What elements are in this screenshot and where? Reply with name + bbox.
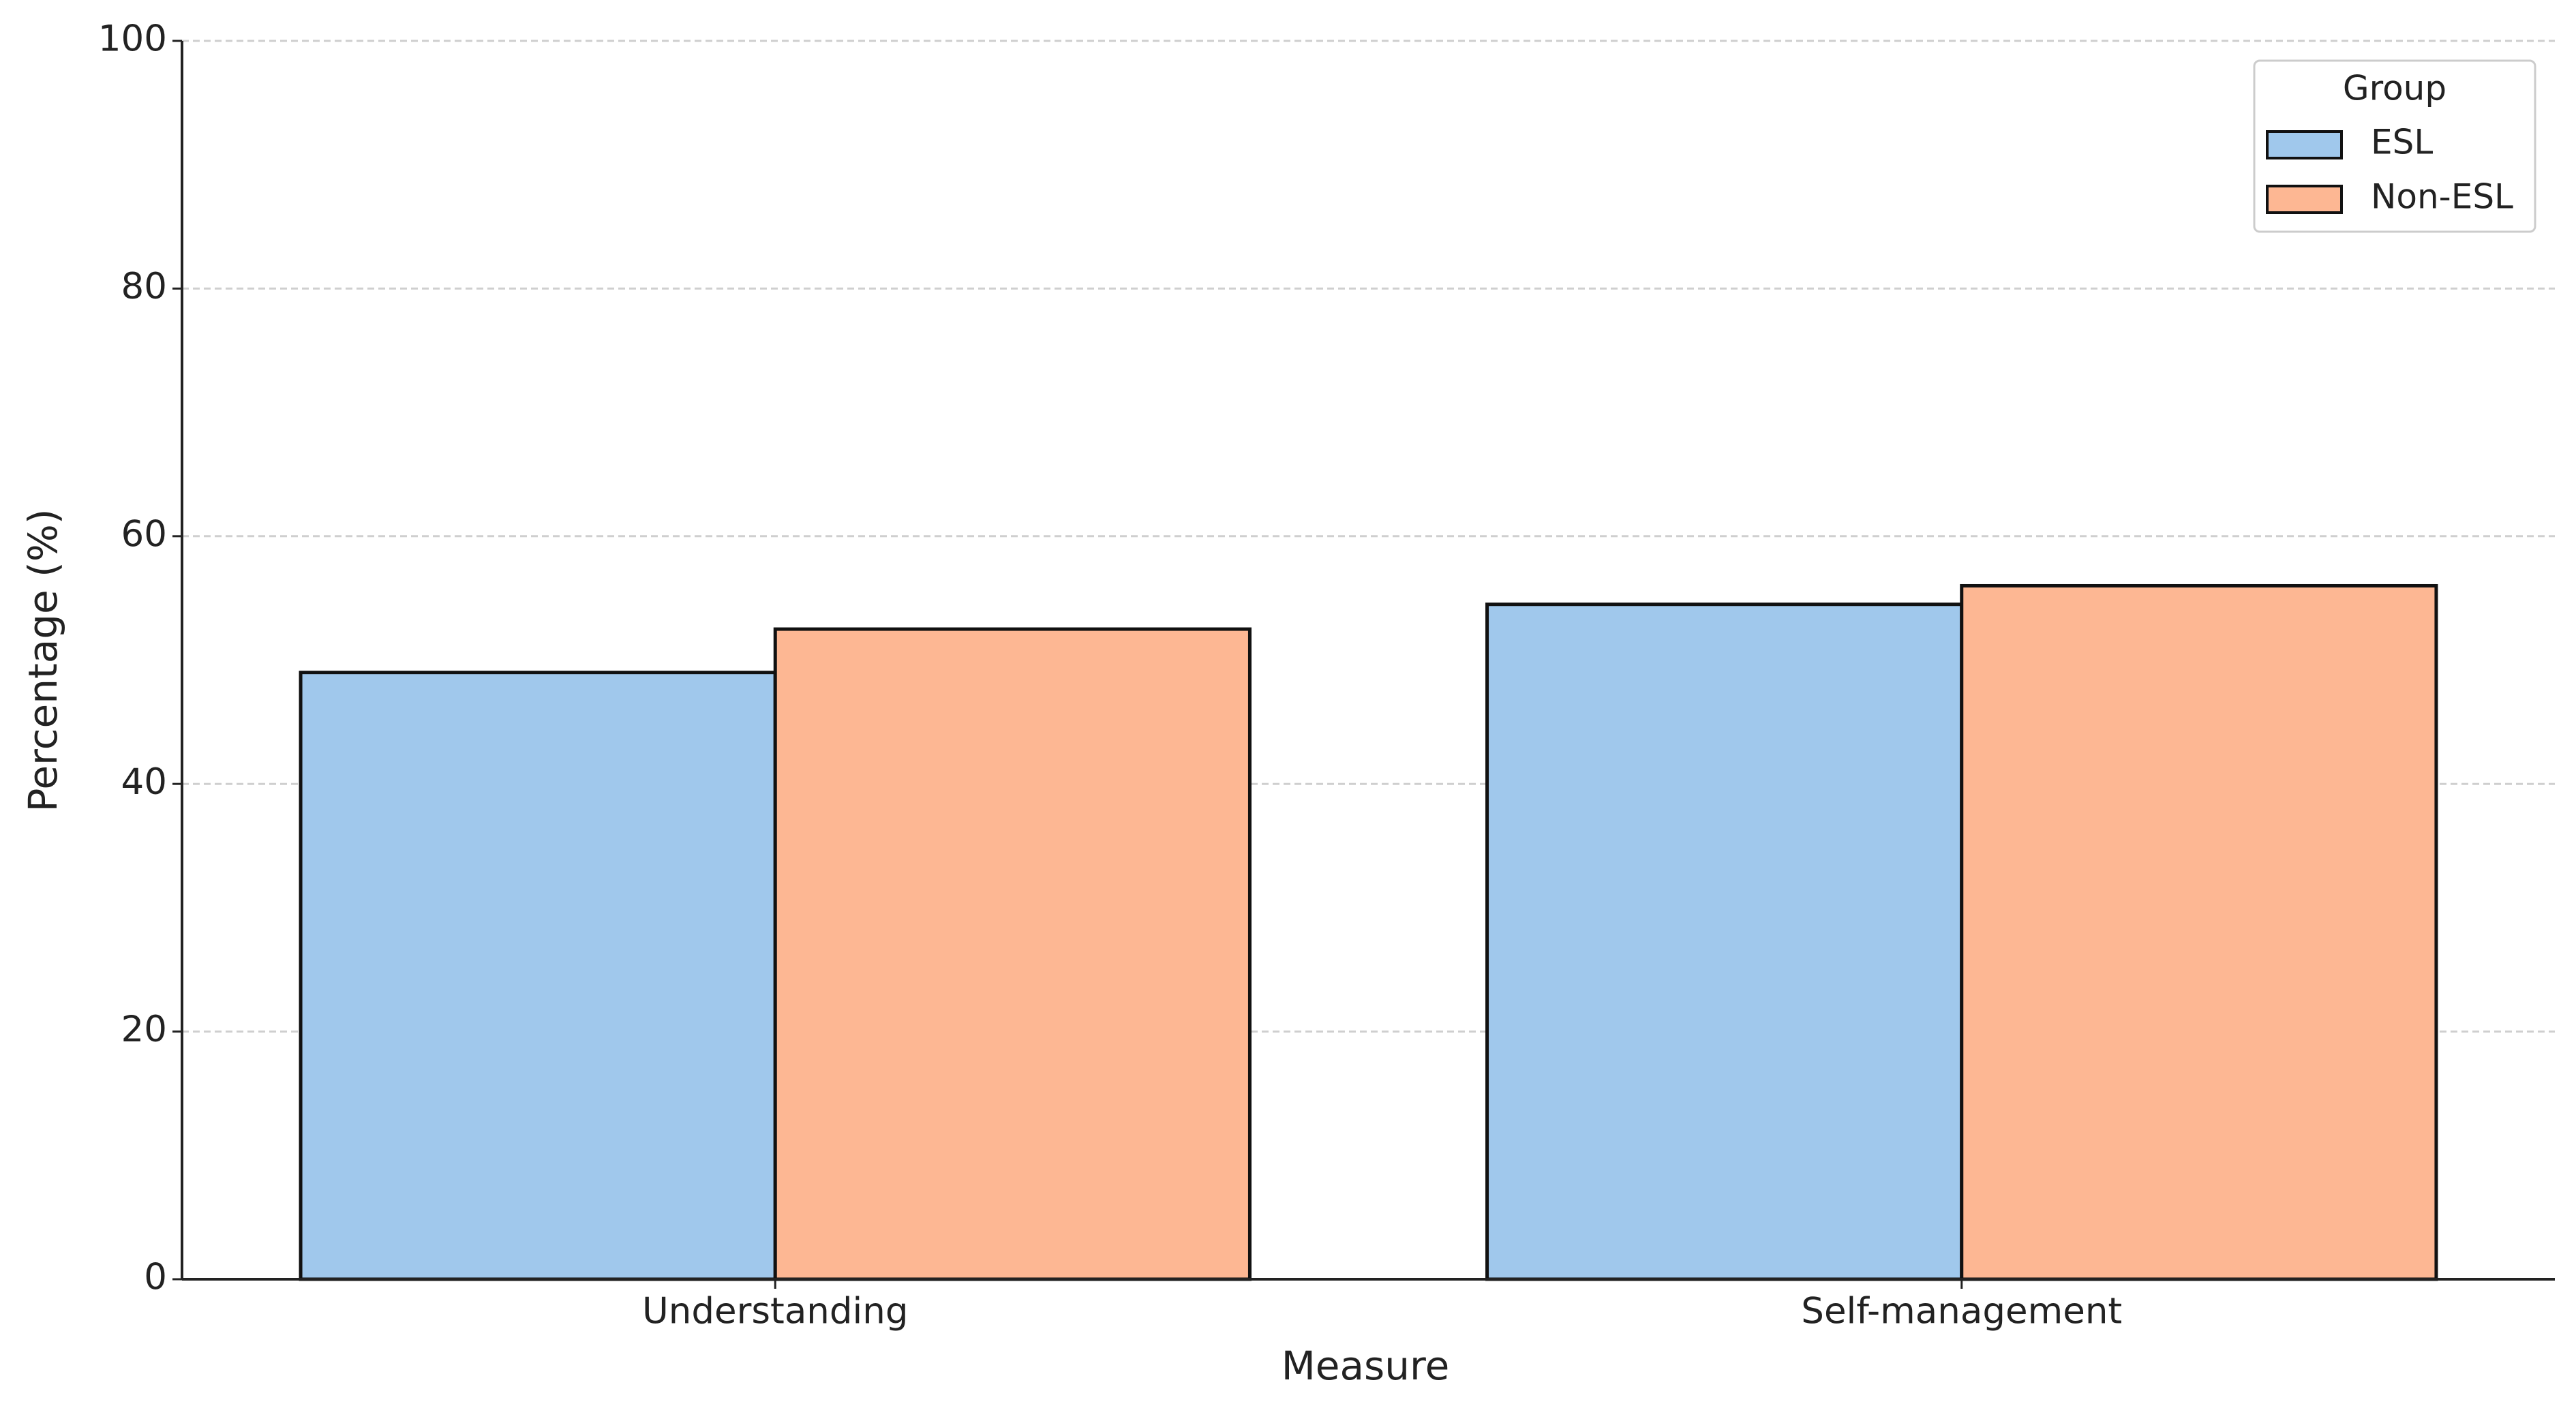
y-tick-label: 20 bbox=[121, 1009, 167, 1050]
y-tick-label: 100 bbox=[98, 18, 167, 60]
x-axis-label: Measure bbox=[1282, 1343, 1450, 1389]
y-tick-label: 0 bbox=[144, 1257, 167, 1298]
legend-title: Group bbox=[2343, 69, 2446, 108]
bar bbox=[773, 627, 1252, 1281]
bar bbox=[1960, 583, 2438, 1281]
x-tick-label: Self-management bbox=[1801, 1291, 2122, 1332]
legend-swatch bbox=[2266, 185, 2343, 214]
x-tick-label: Understanding bbox=[642, 1291, 909, 1332]
legend-label: ESL bbox=[2371, 123, 2433, 162]
y-tick-label: 60 bbox=[121, 513, 167, 555]
y-axis-label: Percentage (%) bbox=[20, 508, 66, 812]
y-tick-label: 80 bbox=[121, 266, 167, 307]
legend-label: Non-ESL bbox=[2371, 177, 2513, 217]
bar bbox=[1485, 602, 1964, 1281]
bar bbox=[299, 671, 777, 1281]
y-tick-label: 40 bbox=[121, 761, 167, 803]
legend-swatch bbox=[2266, 130, 2343, 159]
